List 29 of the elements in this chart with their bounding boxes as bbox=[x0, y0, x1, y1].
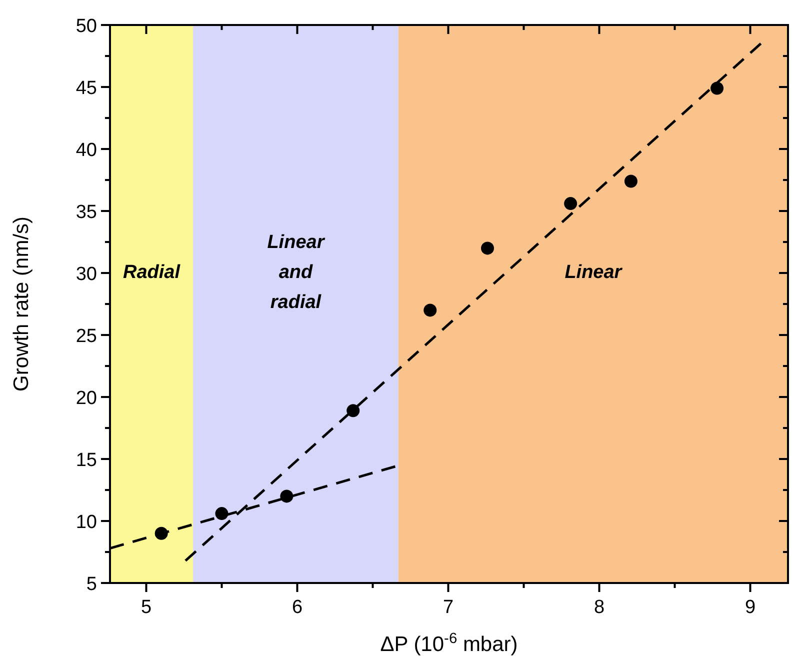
band-label: Linear and radial bbox=[267, 232, 326, 313]
point bbox=[624, 174, 638, 188]
point bbox=[154, 526, 168, 540]
y-tick-label: 30 bbox=[76, 264, 97, 285]
x-tick-label: 6 bbox=[292, 597, 303, 618]
point bbox=[424, 304, 437, 317]
point bbox=[215, 507, 228, 520]
band-label: Linear bbox=[564, 262, 624, 283]
point bbox=[710, 82, 724, 95]
y-tick-label: 25 bbox=[76, 326, 97, 347]
x-tick-label: 7 bbox=[442, 597, 454, 618]
band-label: Radial bbox=[123, 262, 181, 283]
y-tick-label: 5 bbox=[86, 574, 97, 595]
y-tick-label: 20 bbox=[76, 388, 97, 409]
point bbox=[481, 242, 494, 255]
x-tick-label: 8 bbox=[594, 597, 605, 618]
x-axis-title: ΔP (10$^{-6}$ mbar) bbox=[380, 631, 518, 656]
y-axis-title: Growth rate (nm/s) bbox=[10, 216, 33, 392]
y-tick-label: 10 bbox=[76, 512, 97, 533]
point bbox=[280, 490, 294, 503]
y-tick-label: 45 bbox=[76, 78, 97, 99]
y-tick-label: 40 bbox=[76, 140, 97, 161]
x-tick-label: 5 bbox=[140, 597, 152, 618]
point bbox=[564, 197, 578, 210]
y-tick-label: 50 bbox=[76, 16, 97, 37]
y-tick-label: 35 bbox=[76, 202, 97, 223]
x-tick-label: 9 bbox=[744, 597, 756, 618]
y-tick-label: 15 bbox=[76, 450, 97, 471]
point bbox=[346, 404, 360, 418]
